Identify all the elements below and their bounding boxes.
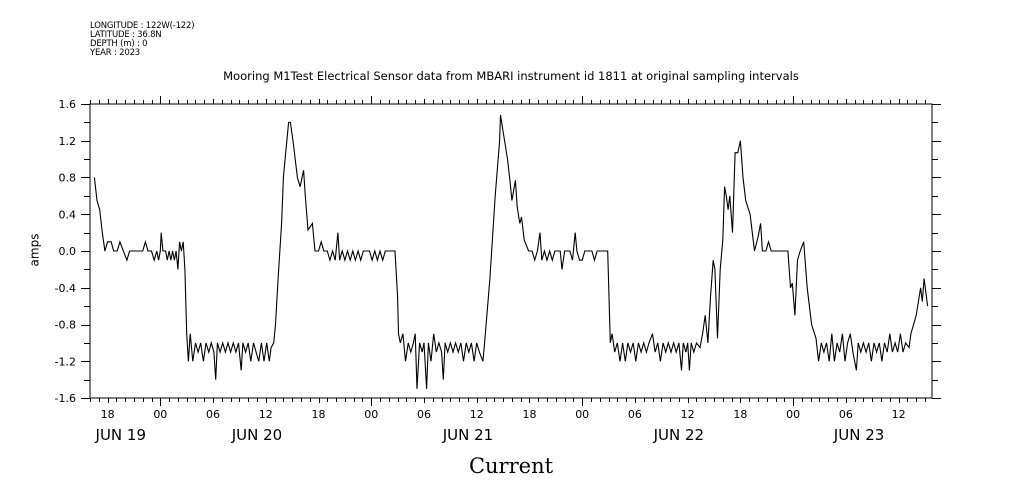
y-tick-label: 0.4: [59, 208, 77, 221]
y-tick-label: -0.8: [55, 319, 76, 332]
x-tick-label: 06: [417, 408, 431, 421]
latitude-label: LATITUDE : 36.8N: [90, 30, 162, 40]
x-date-label: JUN 23: [833, 426, 884, 444]
x-tick-label: 06: [206, 408, 220, 421]
longitude-label: LONGITUDE : 122W(-122): [90, 21, 195, 31]
x-tick-label: 12: [259, 408, 273, 421]
plot-frame: [89, 103, 933, 399]
y-tick-label: 1.2: [59, 135, 77, 148]
y-tick-label: -0.4: [55, 282, 76, 295]
x-tick-label: 00: [786, 408, 800, 421]
chart-title: Mooring M1Test Electrical Sensor data fr…: [223, 69, 799, 83]
y-tick-label: 1.6: [59, 98, 77, 111]
x-date-label: JUN 22: [653, 426, 704, 444]
x-tick-label: 06: [839, 408, 853, 421]
depth-label: DEPTH (m) : 0: [90, 39, 148, 49]
y-tick-label: 0.0: [59, 245, 77, 258]
y-tick-label: -1.2: [55, 355, 76, 368]
y-tick-label: -1.6: [55, 392, 76, 405]
x-tick-label: 12: [681, 408, 695, 421]
x-tick-label: 12: [892, 408, 906, 421]
x-tick-label: 12: [470, 408, 484, 421]
x-axis-label: Current: [468, 454, 554, 478]
x-tick-label: 00: [153, 408, 167, 421]
x-tick-label: 00: [575, 408, 589, 421]
x-date-label: JUN 21: [442, 426, 493, 444]
x-tick-label: 18: [733, 408, 747, 421]
series-line-current: [93, 114, 929, 389]
x-tick-label: 06: [628, 408, 642, 421]
x-tick-label: 18: [312, 408, 326, 421]
y-tick-label: 0.8: [59, 172, 77, 185]
x-date-label: JUN 19: [95, 426, 146, 444]
year-label: YEAR : 2023: [90, 48, 140, 58]
x-tick-label: 00: [364, 408, 378, 421]
x-date-label: JUN 20: [231, 426, 282, 444]
x-tick-label: 18: [522, 408, 536, 421]
x-tick-label: 18: [101, 408, 115, 421]
